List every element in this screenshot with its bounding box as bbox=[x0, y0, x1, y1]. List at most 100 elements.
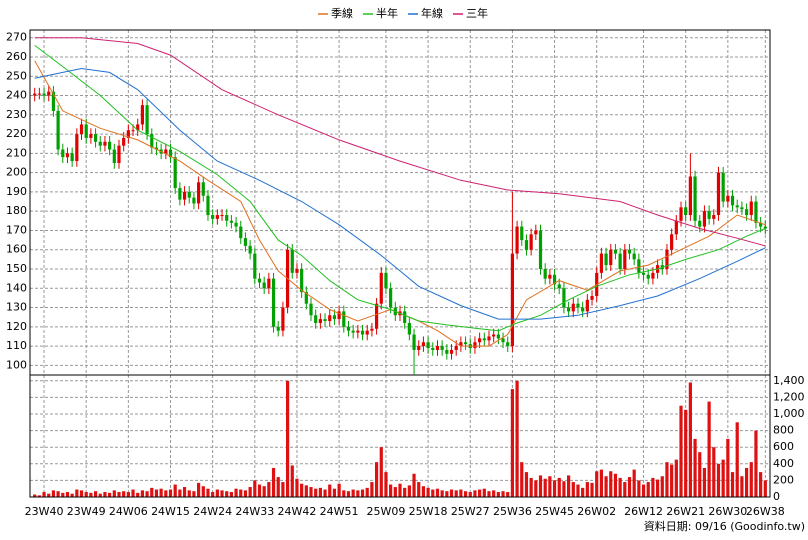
candle-body bbox=[744, 209, 749, 216]
candle-body bbox=[197, 182, 201, 204]
volume-bar bbox=[337, 483, 341, 497]
volume-bar bbox=[641, 484, 646, 497]
candle-body bbox=[192, 197, 196, 204]
candle-body bbox=[543, 268, 547, 279]
candle-body bbox=[403, 311, 407, 323]
y-tick-label: 120 bbox=[6, 320, 27, 333]
volume-bar bbox=[431, 489, 435, 497]
volume-bar bbox=[698, 452, 702, 497]
volume-bar bbox=[276, 477, 280, 497]
candle-body bbox=[42, 93, 46, 96]
volume-bar bbox=[168, 489, 173, 497]
volume-bar bbox=[351, 489, 355, 497]
candle-body bbox=[47, 91, 51, 96]
volume-bar bbox=[37, 495, 41, 497]
candle-body bbox=[749, 201, 753, 216]
volume-bar bbox=[763, 480, 767, 497]
volume-bar bbox=[595, 471, 599, 497]
y-tick-label: 110 bbox=[6, 339, 27, 352]
candle-body bbox=[646, 274, 650, 279]
volume-bar bbox=[332, 488, 337, 497]
moving-average-line bbox=[34, 37, 766, 247]
candle-body bbox=[173, 157, 177, 189]
volume-bar bbox=[712, 447, 716, 497]
candle-body bbox=[314, 315, 318, 323]
volume-bar bbox=[47, 493, 51, 497]
volume-bar bbox=[56, 491, 60, 497]
candle-body bbox=[567, 307, 571, 312]
y-tick-label: 230 bbox=[6, 108, 27, 121]
volume-bar bbox=[693, 438, 697, 497]
volume-bar bbox=[440, 490, 444, 497]
volume-bar bbox=[328, 484, 332, 497]
volume-bar bbox=[300, 483, 304, 497]
candle-body bbox=[370, 328, 374, 331]
volume-bar bbox=[562, 481, 566, 497]
candle-body bbox=[754, 201, 758, 223]
candle-body bbox=[351, 330, 355, 333]
x-tick-label: 24W24 bbox=[193, 505, 232, 518]
x-tick-label: 25W36 bbox=[493, 505, 532, 518]
candle-body bbox=[623, 249, 627, 269]
candle-body bbox=[332, 315, 337, 320]
x-tick-label: 24W15 bbox=[151, 505, 190, 518]
candle-body bbox=[562, 288, 566, 308]
footer: 資料日期: 09/16 (Goodinfo.tw) bbox=[644, 519, 805, 533]
volume-bar bbox=[243, 490, 248, 497]
volume-bar bbox=[51, 490, 56, 497]
volume-bar bbox=[506, 492, 510, 497]
candle-body bbox=[225, 215, 229, 221]
volume-bar bbox=[515, 380, 519, 497]
candle-body bbox=[360, 330, 365, 335]
candle-body bbox=[501, 338, 505, 343]
volume-bar bbox=[721, 459, 725, 497]
candle-body bbox=[431, 348, 435, 350]
candle-body bbox=[56, 110, 60, 150]
y-tick-label: 270 bbox=[6, 31, 27, 44]
volume-bar bbox=[79, 490, 84, 497]
volume-bar bbox=[716, 463, 721, 497]
volume-bar bbox=[417, 482, 421, 497]
volume-bar bbox=[140, 490, 145, 497]
candle-body bbox=[346, 326, 351, 331]
candle-body bbox=[585, 299, 589, 312]
candle-body bbox=[721, 172, 725, 202]
candle-body bbox=[510, 253, 515, 347]
candle-body bbox=[79, 124, 84, 135]
candle-body bbox=[454, 346, 458, 350]
y-tick-label: 130 bbox=[6, 301, 27, 314]
x-tick-label: 24W06 bbox=[109, 505, 148, 518]
volume-bar bbox=[384, 472, 388, 497]
candle-body bbox=[84, 124, 88, 138]
candle-body bbox=[548, 274, 552, 279]
volume-bar bbox=[744, 467, 749, 497]
candle-body bbox=[318, 319, 322, 323]
candle-body bbox=[702, 211, 707, 227]
candle-body bbox=[698, 220, 702, 227]
volume-bar bbox=[632, 469, 636, 497]
volume-bar bbox=[164, 490, 168, 497]
volume-bar bbox=[98, 493, 102, 497]
candle-body bbox=[496, 334, 500, 339]
candle-body bbox=[164, 149, 168, 154]
volume-bar bbox=[342, 490, 346, 497]
candle-body bbox=[342, 311, 346, 327]
volume-bar bbox=[435, 488, 440, 497]
volume-bar bbox=[150, 487, 154, 497]
candle-body bbox=[712, 215, 716, 219]
candle-body bbox=[688, 176, 692, 216]
legend-label: 三年 bbox=[466, 6, 488, 20]
candle-body bbox=[571, 303, 575, 312]
volume-bar bbox=[112, 490, 116, 497]
candle-body bbox=[487, 336, 491, 341]
volume-bar bbox=[136, 492, 140, 497]
candle-body bbox=[257, 278, 262, 283]
candle-body bbox=[253, 253, 257, 279]
volume-bar bbox=[482, 488, 486, 497]
candle-body bbox=[407, 322, 411, 335]
candle-body bbox=[290, 249, 294, 273]
volume-bar bbox=[707, 401, 711, 497]
x-tick-label: 25W18 bbox=[409, 505, 448, 518]
volume-bar bbox=[613, 473, 618, 497]
candle-body bbox=[637, 259, 641, 273]
